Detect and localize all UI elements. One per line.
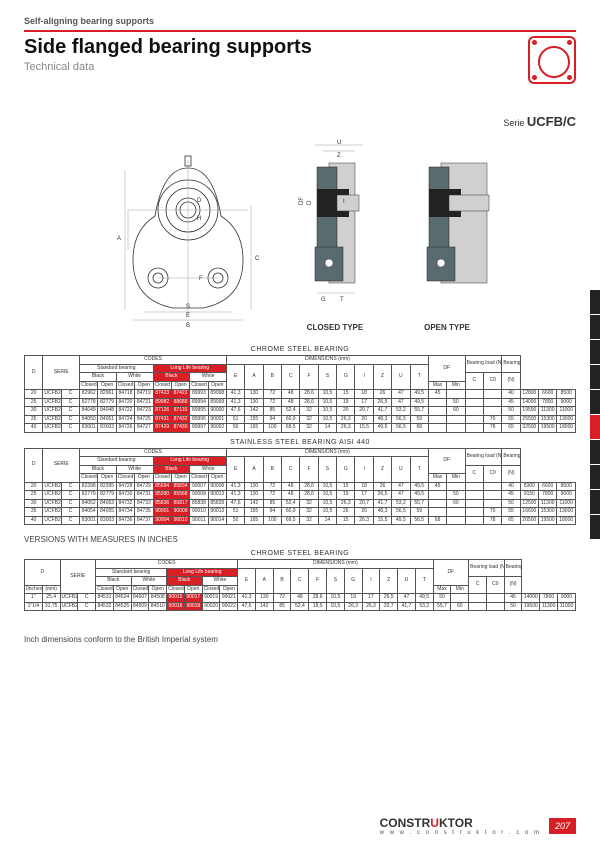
table-row: 1"1/431,75UCFB206C8453284525845098451090… [25,602,576,611]
svg-text:A: A [117,236,121,242]
side-tab [590,315,600,339]
diagram-closed: U Z DF D I G T CLOSED TYPE [285,137,385,332]
table-row: 20UCFB204C823988239584728847298569485834… [25,482,576,491]
header-rule [24,30,576,32]
diagrams-row: A C D H F S E B U Z DF D [24,137,576,332]
section-label: Self-aligning bearing supports [24,16,576,26]
table2-title: STAINLESS STEEL BEARING AISI 440 [24,439,576,446]
diagram-front: A C D H F S E B [103,150,273,332]
table-row: 35UCFB207C840548405584734847359000190009… [25,508,576,517]
table-row: 30UCFB206C840528405384732847338583685817… [25,499,576,508]
page-subtitle: Technical data [24,61,312,73]
svg-text:B: B [186,323,190,329]
side-tab [590,440,600,464]
table-row: 20UCFB204C829628296184718847198742387422… [25,390,576,399]
svg-text:E: E [186,313,190,319]
footer-url: w w w . c o n s t r u k t o r . c o m [380,830,541,836]
table-row: 35UCFB207C840508405184724847258743187432… [25,415,576,424]
versions-heading: VERSIONS WITH MEASURES IN INCHES [24,535,576,544]
side-tab [590,515,600,539]
side-tabs [590,290,600,540]
table-row: 25UCFB205C827798277984730847318539085568… [25,491,576,500]
svg-text:DF: DF [299,197,305,205]
table-row: 25UCFB205C827788277984720847218998288688… [25,398,576,407]
side-tab [590,490,600,514]
side-tab [590,340,600,364]
side-tab [590,290,600,314]
table-row: 40UCFB208C830018300384736847379000490010… [25,516,576,525]
table-stainless: D SERIE CODES DIMENSIONS (mm) DF Bearing… [24,448,576,526]
side-tab [590,415,600,439]
svg-text:C: C [255,256,260,262]
closed-label: CLOSED TYPE [285,323,385,332]
svg-text:T: T [340,297,344,303]
page-title: Side flanged bearing supports [24,36,312,59]
svg-text:Z: Z [337,153,341,159]
svg-text:S: S [186,304,190,310]
footnote: Inch dimensions conform to the British I… [24,635,576,644]
svg-text:D: D [197,198,202,204]
svg-text:D: D [307,200,313,205]
side-tab [590,465,600,489]
page: Self-aligning bearing supports Side flan… [0,0,600,848]
table-chrome: D SERIE CODES DIMENSIONS (mm) DF Bearing… [24,355,576,433]
svg-text:H: H [197,216,201,222]
table-row: 1"25,4UCFB205C84531845248450784508900159… [25,594,576,603]
table3-title: CHROME STEEL BEARING [24,550,576,557]
table1-title: CHROME STEEL BEARING [24,346,576,353]
page-number: 207 [549,818,576,834]
table-row: 30UCFB206C840498404884722847238712687110… [25,407,576,416]
side-tab [590,390,600,414]
svg-text:U: U [337,140,341,146]
svg-text:F: F [199,276,203,282]
footer: CONSTRUKTOR w w w . c o n s t r u k t o … [380,816,576,836]
brand-logo [528,36,576,84]
svg-text:G: G [321,297,326,303]
side-tab [590,365,600,389]
open-label: OPEN TYPE [397,323,497,332]
footer-brand: CONSTRUKTOR [380,816,541,830]
table-row: 40UCFB208C830018300384726847278742987430… [25,424,576,433]
diagram-open: OPEN TYPE [397,137,497,332]
serie-label: Serie UCFB/C [503,114,576,129]
table-inches: D SERIE CODES DIMENSIONS (mm) DF Bearing… [24,559,576,611]
